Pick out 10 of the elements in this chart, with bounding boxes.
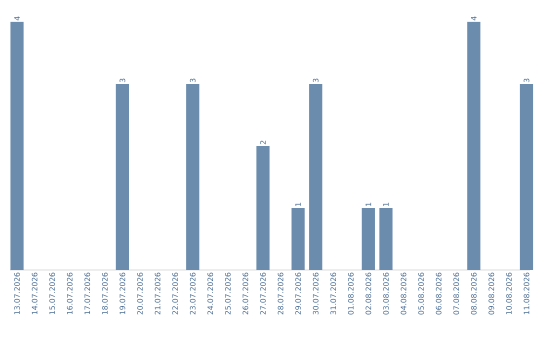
bar: [467, 22, 480, 270]
bar: [309, 84, 322, 270]
bar: [292, 208, 305, 270]
bar: [362, 208, 375, 270]
bar: [10, 22, 24, 270]
bar: [256, 146, 270, 270]
bar: [186, 84, 200, 270]
bar: [116, 84, 130, 270]
bar: [379, 208, 393, 270]
bar: [520, 84, 534, 270]
